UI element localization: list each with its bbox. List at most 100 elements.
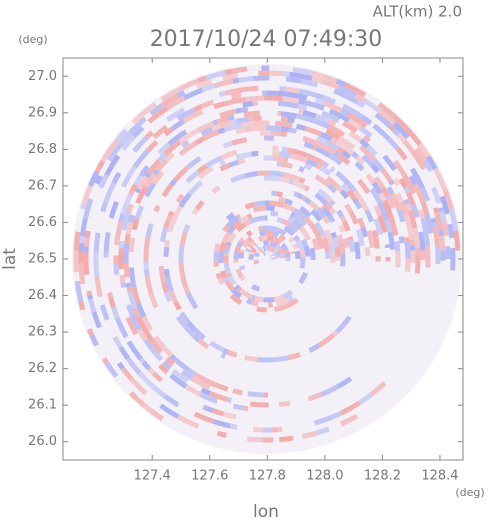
echo-cell: [147, 105, 169, 124]
chart-title: 2017/10/24 07:49:30: [150, 27, 383, 52]
echo-cell: [131, 113, 143, 125]
echo-cell: [269, 170, 285, 178]
echo-cell: [279, 151, 292, 159]
echo-cell: [209, 340, 226, 353]
echo-cell: [420, 218, 430, 241]
echo-cell: [149, 408, 165, 422]
echo-cell: [339, 413, 359, 427]
echo-cell: [247, 436, 263, 443]
echo-cell: [127, 291, 138, 310]
echo-cell: [123, 263, 130, 278]
echo-cell: [81, 184, 93, 206]
echo-cell: [303, 245, 311, 257]
echo-cell: [256, 170, 271, 177]
echo-cell: [143, 338, 157, 354]
echo-cell: [193, 104, 203, 113]
echo-cell: [219, 101, 226, 108]
echo-cell: [336, 376, 353, 390]
echo-cell: [220, 149, 238, 160]
echo-cell: [254, 243, 260, 250]
echo-cell: [280, 116, 289, 122]
echo-cell: [94, 174, 103, 185]
echo-cell: [139, 101, 158, 118]
echo-cell: [143, 247, 150, 263]
echo-cell: [205, 155, 223, 169]
echo-field: [72, 64, 462, 454]
echo-cell: [213, 261, 220, 268]
echo-cell: [293, 208, 305, 218]
echo-cell: [242, 101, 254, 108]
echo-cell: [307, 392, 323, 402]
echo-cell: [74, 280, 84, 302]
echo-cell: [339, 215, 347, 223]
echo-cell: [357, 392, 373, 406]
echo-cell: [278, 176, 290, 184]
echo-cell: [348, 211, 359, 225]
echo-cell: [253, 205, 267, 213]
echo-cell: [152, 169, 160, 176]
echo-cell: [191, 207, 199, 216]
echo-cell: [403, 185, 411, 194]
echo-cell: [164, 291, 173, 303]
echo-cell: [424, 239, 430, 247]
echo-cell: [231, 118, 237, 125]
echo-cell: [251, 239, 257, 245]
echo-cell: [182, 109, 204, 124]
echo-cell: [218, 250, 225, 264]
y-unit: (deg): [18, 33, 47, 46]
echo-cell: [382, 199, 394, 220]
echo-cell: [348, 130, 363, 143]
x-unit: (deg): [455, 486, 484, 499]
echo-cell: [308, 222, 321, 237]
echo-cell: [124, 233, 131, 245]
echo-cell: [380, 186, 390, 197]
echo-cell: [414, 147, 428, 163]
echo-cell: [281, 146, 288, 153]
echo-cell: [315, 163, 322, 170]
echo-cell: [233, 251, 240, 260]
echo-cell: [194, 136, 205, 146]
echo-cell: [202, 404, 209, 412]
echo-cell: [402, 174, 417, 195]
echo-cell: [153, 335, 161, 343]
echo-cell: [236, 286, 243, 293]
echo-cell: [287, 147, 292, 154]
echo-cell: [447, 223, 455, 239]
echo-cell: [200, 126, 214, 137]
echo-cell: [115, 128, 128, 142]
echo-cell: [320, 132, 333, 142]
echo-cell: [186, 367, 197, 377]
echo-cell: [274, 355, 289, 363]
echo-cell: [334, 246, 341, 257]
echo-cell: [403, 198, 411, 206]
echo-cell: [207, 166, 214, 173]
echo-cell: [155, 374, 164, 383]
echo-cell: [238, 288, 246, 296]
echo-cell: [250, 125, 266, 132]
y-axis-label: lat: [0, 248, 20, 270]
echo-cell: [354, 161, 365, 172]
echo-cell: [295, 113, 316, 124]
echo-cell: [321, 79, 340, 90]
echo-cell: [108, 296, 116, 308]
echo-cell: [278, 250, 285, 255]
echo-cell: [219, 241, 227, 252]
echo-cell: [238, 237, 246, 244]
echo-cell: [242, 121, 254, 128]
echo-cell: [205, 70, 226, 81]
y-tick-label: 27.0: [28, 69, 57, 84]
echo-cell: [410, 203, 420, 218]
echo-cell: [238, 76, 254, 83]
echo-cell: [295, 123, 307, 131]
echo-cell: [192, 327, 206, 341]
echo-cell: [78, 263, 86, 285]
echo-cell: [269, 240, 275, 247]
echo-cell: [141, 402, 153, 413]
echo-cell: [300, 238, 309, 248]
echo-cell: [280, 161, 293, 169]
echo-cell: [313, 413, 336, 426]
echo-cell: [431, 186, 438, 193]
echo-cell: [259, 230, 267, 237]
echo-cell: [296, 192, 304, 200]
echo-cell: [157, 142, 171, 156]
